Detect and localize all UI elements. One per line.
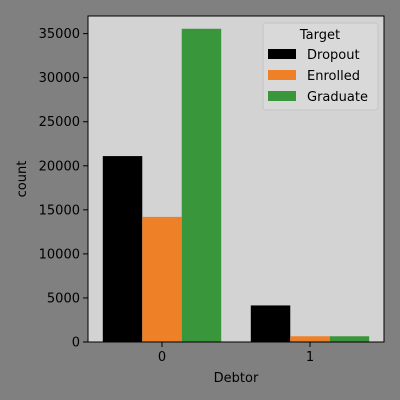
y-tick-label: 15000 <box>39 203 80 218</box>
x-axis-label: Debtor <box>214 371 259 386</box>
y-tick-label: 5000 <box>47 291 80 306</box>
legend-swatch-enrolled <box>268 70 296 80</box>
y-axis-ticks: 0 5000 10000 15000 20000 25000 30000 35000 <box>39 27 88 351</box>
x-tick-label: 0 <box>158 350 166 365</box>
legend-label-enrolled: Enrolled <box>307 69 360 84</box>
legend-swatch-dropout <box>268 49 296 59</box>
legend: Target Dropout Enrolled Graduate <box>262 22 379 111</box>
legend-title: Target <box>299 28 340 43</box>
y-tick-label: 0 <box>72 336 80 351</box>
bar-dropout-debtor-0 <box>102 156 143 342</box>
legend-items: Dropout Enrolled Graduate <box>268 48 368 105</box>
legend-label-graduate: Graduate <box>307 90 368 105</box>
bar-enrolled-debtor-0 <box>142 216 182 342</box>
bar-graduate-debtor-1 <box>329 336 370 342</box>
bar-dropout-debtor-1 <box>250 305 291 342</box>
legend-box <box>262 22 379 111</box>
y-tick-label: 10000 <box>39 247 80 262</box>
bars <box>102 28 370 343</box>
bar-graduate-debtor-0 <box>181 28 222 343</box>
y-axis-label: count <box>15 161 30 198</box>
y-tick-label: 30000 <box>39 71 80 86</box>
plot-frame <box>87 15 385 343</box>
legend-swatch-graduate <box>268 91 296 101</box>
bar-enrolled-debtor-1 <box>290 336 330 342</box>
y-tick-label: 20000 <box>39 159 80 174</box>
x-tick-label: 1 <box>306 350 314 365</box>
legend-label-dropout: Dropout <box>307 48 360 63</box>
y-tick-label: 35000 <box>39 27 80 42</box>
y-tick-label: 25000 <box>39 115 80 130</box>
